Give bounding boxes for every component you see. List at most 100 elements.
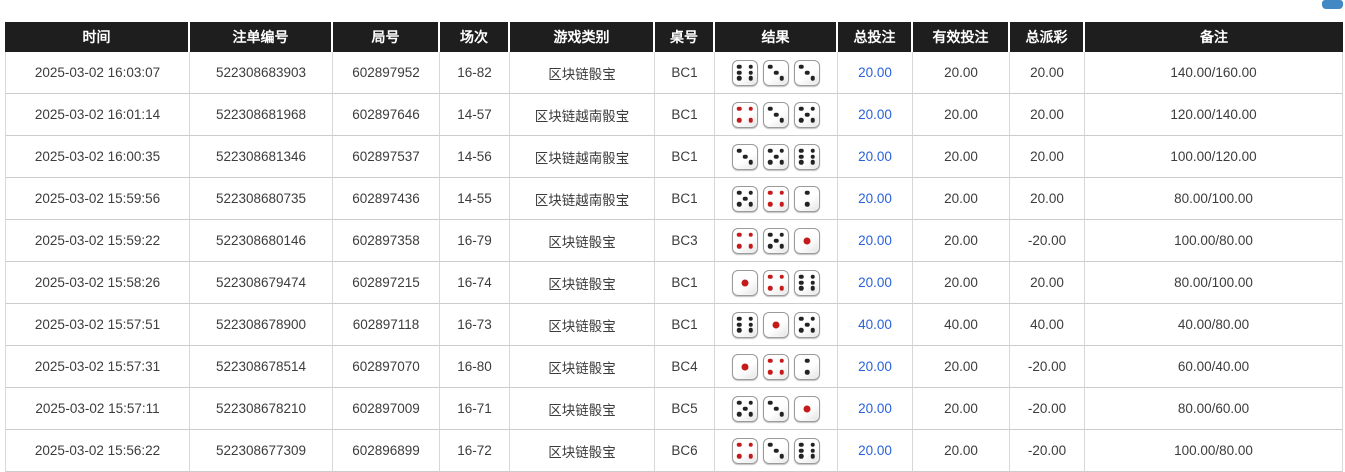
cell-bet-id: 522308680146 xyxy=(190,220,333,262)
cell-game-category: 区块链骰宝 xyxy=(510,388,655,430)
die-6-icon xyxy=(794,269,820,296)
die-5-icon xyxy=(763,227,789,254)
cell-total-payout: 20.00 xyxy=(1010,178,1085,220)
cell-time: 2025-03-02 15:58:26 xyxy=(5,262,190,304)
cell-valid-bet: 20.00 xyxy=(913,262,1010,304)
cell-total-bet: 20.00 xyxy=(838,94,913,136)
cell-table-no: BC6 xyxy=(655,430,715,472)
top-strip xyxy=(0,0,1345,22)
cell-remark: 80.00/100.00 xyxy=(1085,178,1343,220)
cell-total-payout: 20.00 xyxy=(1010,94,1085,136)
cell-total-bet: 20.00 xyxy=(838,430,913,472)
cell-time: 2025-03-02 16:00:35 xyxy=(5,136,190,178)
dice-result xyxy=(716,437,836,464)
cell-result xyxy=(715,52,838,94)
die-6-icon xyxy=(732,59,758,86)
dice-result xyxy=(716,143,836,170)
die-1-icon xyxy=(763,311,789,338)
die-4-icon xyxy=(763,269,789,296)
die-1-icon xyxy=(732,269,758,296)
cell-game-category: 区块链越南骰宝 xyxy=(510,136,655,178)
die-6-icon xyxy=(732,311,758,338)
cell-round-id: 602897070 xyxy=(333,346,440,388)
cell-remark: 140.00/160.00 xyxy=(1085,52,1343,94)
cell-total-bet-link[interactable]: 20.00 xyxy=(858,401,892,416)
cell-valid-bet: 20.00 xyxy=(913,346,1010,388)
die-1-icon xyxy=(732,353,758,380)
cell-remark: 120.00/140.00 xyxy=(1085,94,1343,136)
cell-total-bet-link[interactable]: 20.00 xyxy=(858,233,892,248)
cell-total-payout: -20.00 xyxy=(1010,388,1085,430)
cell-total-payout: 20.00 xyxy=(1010,52,1085,94)
cell-total-bet-link[interactable]: 20.00 xyxy=(858,275,892,290)
cell-total-bet-link[interactable]: 20.00 xyxy=(858,359,892,374)
cell-time: 2025-03-02 15:57:11 xyxy=(5,388,190,430)
table-body: 2025-03-02 16:03:07 522308683903 602897952… xyxy=(5,52,1343,472)
cell-total-bet-link[interactable]: 40.00 xyxy=(858,317,892,332)
cell-total-bet-link[interactable]: 20.00 xyxy=(858,443,892,458)
cell-total-bet-link[interactable]: 20.00 xyxy=(858,107,892,122)
cell-game-category: 区块链越南骰宝 xyxy=(510,94,655,136)
table-row: 2025-03-02 15:56:22 522308677309 602896899… xyxy=(5,430,1343,472)
cell-round-id: 602897118 xyxy=(333,304,440,346)
cell-session: 16-80 xyxy=(440,346,510,388)
table-row: 2025-03-02 16:03:07 522308683903 602897952… xyxy=(5,52,1343,94)
cell-valid-bet: 20.00 xyxy=(913,220,1010,262)
cell-result xyxy=(715,136,838,178)
cell-session: 14-56 xyxy=(440,136,510,178)
cell-table-no: BC1 xyxy=(655,262,715,304)
cell-valid-bet: 20.00 xyxy=(913,178,1010,220)
dice-result xyxy=(716,227,836,254)
cell-total-bet: 20.00 xyxy=(838,262,913,304)
die-4-icon xyxy=(732,101,758,128)
column-header-time: 时间 xyxy=(5,22,190,52)
table-row: 2025-03-02 15:59:56 522308680735 602897436… xyxy=(5,178,1343,220)
cell-game-category: 区块链骰宝 xyxy=(510,304,655,346)
die-4-icon xyxy=(763,353,789,380)
cell-bet-id: 522308678514 xyxy=(190,346,333,388)
cell-remark: 60.00/40.00 xyxy=(1085,346,1343,388)
cell-total-bet-link[interactable]: 20.00 xyxy=(858,191,892,206)
partial-top-button[interactable] xyxy=(1322,0,1343,9)
column-header-bet_id: 注单编号 xyxy=(190,22,333,52)
cell-total-bet-link[interactable]: 20.00 xyxy=(858,149,892,164)
cell-round-id: 602897215 xyxy=(333,262,440,304)
dice-result xyxy=(716,395,836,422)
die-4-icon xyxy=(732,227,758,254)
cell-total-bet-link[interactable]: 20.00 xyxy=(858,65,892,80)
cell-table-no: BC1 xyxy=(655,52,715,94)
table-row: 2025-03-02 15:57:31 522308678514 602897070… xyxy=(5,346,1343,388)
cell-session: 16-71 xyxy=(440,388,510,430)
cell-game-category: 区块链骰宝 xyxy=(510,430,655,472)
cell-result xyxy=(715,220,838,262)
die-3-icon xyxy=(763,395,789,422)
cell-game-category: 区块链骰宝 xyxy=(510,220,655,262)
column-header-round_id: 局号 xyxy=(333,22,440,52)
column-header-remark: 备注 xyxy=(1085,22,1343,52)
die-5-icon xyxy=(732,185,758,212)
cell-round-id: 602897646 xyxy=(333,94,440,136)
table-row: 2025-03-02 15:59:22 522308680146 602897358… xyxy=(5,220,1343,262)
die-1-icon xyxy=(794,395,820,422)
cell-table-no: BC3 xyxy=(655,220,715,262)
table-header-row: 时间 注单编号 局号 场次 游戏类别 桌号 结果 总投注 有效投注 总派彩 备注 xyxy=(5,22,1343,52)
die-6-icon xyxy=(794,437,820,464)
cell-result xyxy=(715,430,838,472)
dice-result xyxy=(716,185,836,212)
cell-total-payout: 40.00 xyxy=(1010,304,1085,346)
cell-total-bet: 40.00 xyxy=(838,304,913,346)
table-row: 2025-03-02 16:00:35 522308681346 602897537… xyxy=(5,136,1343,178)
die-4-icon xyxy=(732,437,758,464)
cell-valid-bet: 20.00 xyxy=(913,52,1010,94)
cell-remark: 80.00/100.00 xyxy=(1085,262,1343,304)
column-header-result: 结果 xyxy=(715,22,838,52)
cell-round-id: 602896899 xyxy=(333,430,440,472)
cell-time: 2025-03-02 15:59:56 xyxy=(5,178,190,220)
column-header-total_bet: 总投注 xyxy=(838,22,913,52)
cell-bet-id: 522308683903 xyxy=(190,52,333,94)
cell-table-no: BC1 xyxy=(655,94,715,136)
dice-result xyxy=(716,59,836,86)
cell-total-payout: -20.00 xyxy=(1010,220,1085,262)
cell-round-id: 602897436 xyxy=(333,178,440,220)
cell-result xyxy=(715,94,838,136)
